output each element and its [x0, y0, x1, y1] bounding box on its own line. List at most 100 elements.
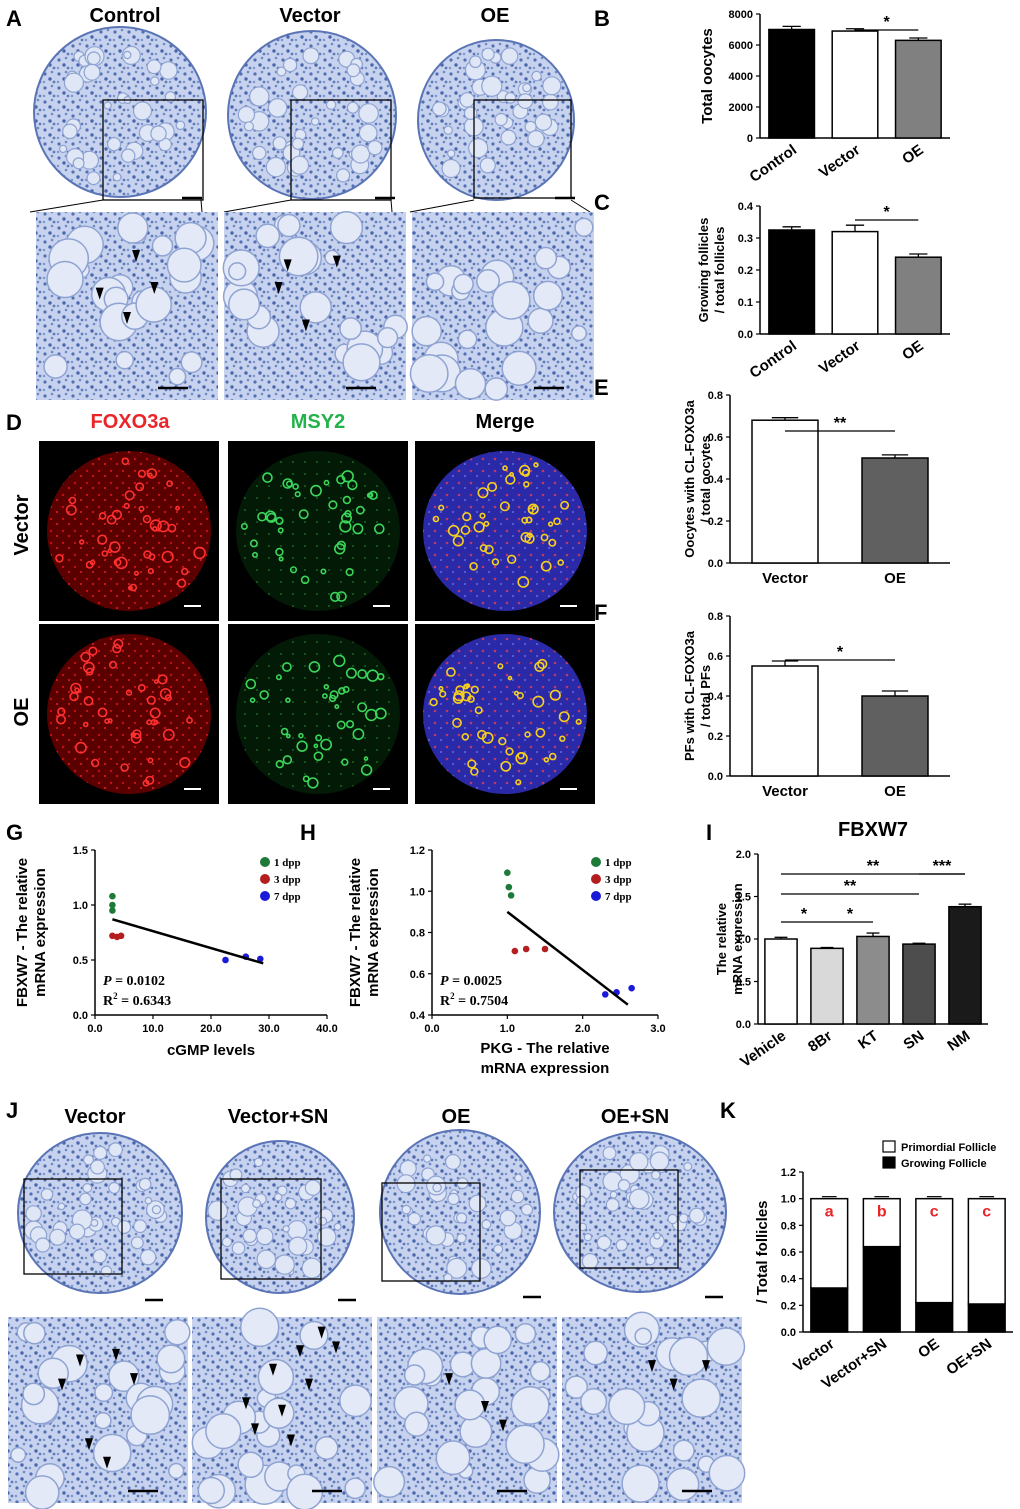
oocyte-signal: [525, 516, 533, 524]
follicle-oocyte: [409, 354, 449, 393]
oocyte-signal: [540, 533, 549, 542]
y-axis-label: PFs with CL-FOXO3a: [682, 630, 697, 761]
oocyte-signal: [463, 683, 469, 690]
follicle-oocyte: [150, 76, 160, 86]
follicle-oocyte: [276, 66, 287, 77]
oocyte-signal: [461, 732, 470, 741]
follicle-oocyte: [649, 1151, 670, 1172]
oocyte-signal: [337, 687, 346, 695]
follicle-oocyte: [457, 329, 478, 350]
follicle-oocyte: [242, 1228, 257, 1244]
oocyte-signal: [249, 697, 256, 704]
follicle-oocyte: [231, 1241, 246, 1255]
oocyte-signal: [505, 747, 514, 756]
oocyte-signal: [275, 759, 284, 769]
x-tick-label: 0.0: [424, 1023, 439, 1035]
x-tick-label: OE: [899, 141, 927, 167]
inset-box: [102, 99, 204, 201]
oocyte-signal: [149, 707, 161, 719]
oocyte-signal: [275, 516, 284, 526]
legend-label: 3 dpp: [274, 874, 301, 886]
follicle-oocyte: [441, 158, 461, 179]
y-axis-label: mRNA expression: [730, 883, 745, 995]
significance-mark: *: [884, 204, 891, 221]
oocyte-signal: [460, 525, 471, 535]
follicle-oocyte: [425, 1225, 447, 1246]
x-tick-label: Control: [747, 337, 800, 382]
follicle-oocyte: [130, 1236, 144, 1250]
arrowhead-marker: [85, 1438, 93, 1451]
oocyte-signal: [313, 743, 319, 749]
oocyte-signal: [452, 717, 462, 728]
oocyte-signal: [83, 696, 94, 706]
follicle-oocyte: [63, 72, 85, 93]
follicle-oocyte: [621, 1464, 660, 1503]
oocyte-signal: [329, 690, 339, 700]
y-tick-label: 0.4: [781, 1274, 797, 1286]
follicle-oocyte: [316, 1227, 337, 1247]
oocyte-signal: [527, 503, 539, 515]
bar: [894, 39, 942, 139]
x-tick-label: 2.0: [575, 1023, 590, 1035]
legend-label: Growing Follicle: [901, 1158, 987, 1170]
y-axis-label: The relative: [714, 903, 729, 975]
stacked-bar-segment: [810, 1287, 849, 1333]
arrowhead-marker: [499, 1419, 507, 1432]
header-foxo3a: FOXO3a: [91, 411, 171, 433]
chart-i: 0.0 0.5 1.0 1.5 2.0 Vehicle 8Br KT SN NM The relat…: [714, 819, 988, 1071]
x-tick-label: OE: [884, 570, 906, 587]
oocyte-signal: [342, 495, 352, 505]
follicle-oocyte: [228, 262, 247, 281]
oocyte-signal: [345, 567, 354, 577]
oocyte-signal: [484, 544, 494, 555]
follicle-oocyte: [376, 326, 399, 349]
oocyte-signal: [498, 736, 507, 746]
oocyte-signal: [315, 734, 323, 742]
oocyte-signal: [470, 685, 479, 694]
follicle-oocyte: [342, 343, 381, 382]
legend-label: 1 dpp: [274, 857, 301, 869]
follicle-oocyte: [130, 1395, 171, 1436]
oocyte-signal: [491, 558, 500, 566]
legend-swatch: [882, 1140, 896, 1153]
follicle-oocyte: [10, 1446, 27, 1463]
y-axis-label: Growing follicles: [696, 218, 711, 323]
oocyte-signal: [245, 678, 257, 690]
follicle-oocyte: [302, 47, 320, 65]
follicle-oocyte: [289, 155, 310, 175]
oocyte-signal: [298, 732, 304, 739]
follicle-oocyte: [164, 1318, 191, 1346]
y-tick-label: 1.2: [781, 1167, 796, 1179]
arrowhead-marker: [648, 1360, 656, 1373]
oocyte-signal: [280, 727, 289, 736]
arrowhead-marker: [305, 1378, 313, 1391]
oocyte-signal: [55, 553, 64, 563]
follicle-oocyte: [446, 1257, 468, 1279]
stacked-bar-segment: [862, 1197, 901, 1248]
follicle-oocyte: [581, 1253, 599, 1270]
oocyte-signal: [477, 729, 487, 740]
follicle-oocyte: [82, 1182, 93, 1193]
follicle-oocyte: [411, 315, 443, 347]
x-tick-label: 8Br: [805, 1027, 835, 1055]
bar: [861, 695, 929, 777]
follicle-oocyte: [138, 1177, 152, 1191]
oocyte-signal: [479, 544, 488, 553]
ovary-section-control: [33, 26, 207, 198]
oocyte-signal: [479, 512, 486, 519]
follicle-oocyte: [650, 1170, 661, 1180]
x-tick-label: Vector: [816, 141, 863, 181]
oocyte-signal: [129, 583, 138, 592]
y-tick-label: 1.0: [73, 900, 88, 912]
arrowhead-marker: [332, 1341, 340, 1354]
oocyte-signal: [558, 711, 570, 723]
oocyte-signal: [336, 540, 346, 550]
oocyte-signal: [438, 504, 445, 511]
oocyte-signal: [336, 720, 346, 730]
arrowhead-marker: [132, 250, 141, 262]
zoom-connector: [223, 199, 292, 213]
follicle-oocyte: [596, 1235, 612, 1251]
follicle-oocyte: [358, 103, 379, 124]
oocyte-signal: [336, 475, 346, 485]
significance-mark: *: [837, 644, 844, 661]
